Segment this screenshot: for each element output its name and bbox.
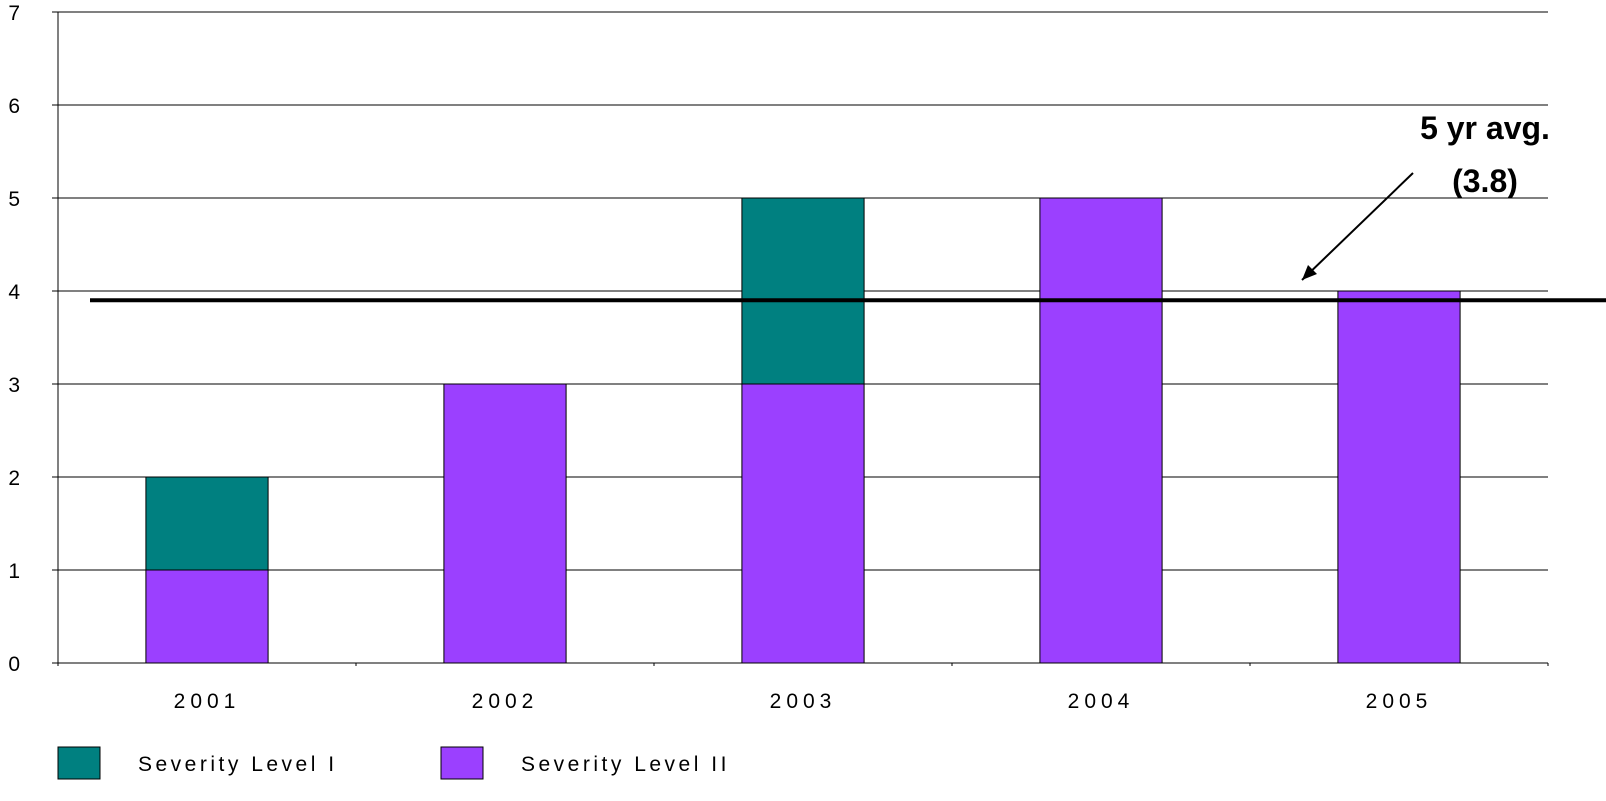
x-tick-label-2005: 2005 (1366, 690, 1433, 713)
bars (145, 197, 1461, 664)
annotation-line-2: (3.8) (1452, 163, 1518, 199)
legend-label-severity-level-ii: Severity Level II (521, 753, 730, 776)
y-tick-label: 0 (8, 653, 20, 676)
y-tick-label: 6 (8, 95, 20, 118)
y-tick-label: 1 (8, 560, 20, 583)
bar-severity-level-ii-2004 (1039, 197, 1163, 664)
y-tick-label: 3 (8, 374, 20, 397)
annotation-arrowhead (1302, 265, 1317, 280)
x-tick-label-2002: 2002 (472, 690, 539, 713)
y-tick-labels: 0 1 2 3 4 5 6 7 (8, 2, 20, 676)
y-tick-label: 5 (8, 188, 20, 211)
x-tick-label-2004: 2004 (1068, 690, 1135, 713)
y-tick-label: 2 (8, 467, 20, 490)
y-tick-label: 4 (8, 281, 20, 304)
bar-severity-level-ii-2003 (741, 383, 865, 664)
bar-severity-level-i-2001 (145, 476, 269, 571)
x-tick-label-2003: 2003 (770, 690, 837, 713)
legend: Severity Level I Severity Level II (57, 746, 730, 780)
average-annotation: 5 yr avg. (3.8) (1301, 110, 1550, 281)
bar-severity-level-i-2003 (741, 197, 865, 385)
x-tick-labels: 2001 2002 2003 2004 2005 (174, 690, 1433, 713)
axes (57, 12, 1549, 666)
annotation-arrow (1301, 172, 1414, 281)
y-tick-label: 7 (8, 2, 20, 25)
x-tick-label-2001: 2001 (174, 690, 241, 713)
legend-label-severity-level-i: Severity Level I (138, 753, 338, 776)
legend-swatch-severity-level-ii (440, 746, 484, 780)
bar-severity-level-ii-2001 (145, 569, 269, 664)
legend-swatch-severity-level-i (57, 746, 101, 780)
bar-severity-level-ii-2005 (1337, 290, 1461, 664)
bar-severity-level-ii-2002 (443, 383, 567, 664)
annotation-line-1: 5 yr avg. (1420, 110, 1550, 146)
